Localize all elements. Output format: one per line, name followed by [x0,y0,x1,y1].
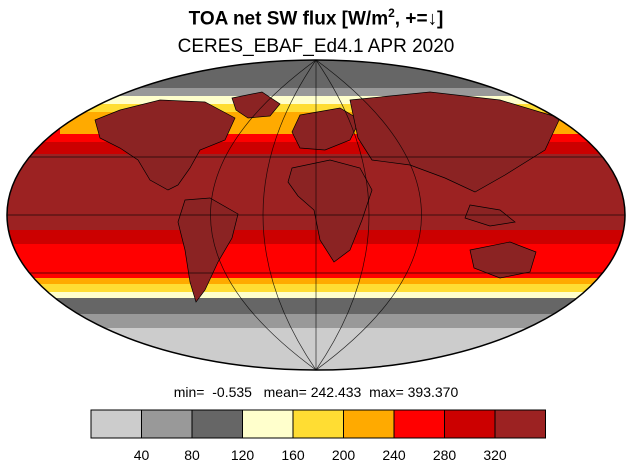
asia [349,91,561,193]
map-title: TOA net SW flux [W/m2, +=↓] [0,6,632,30]
min-value: -0.535 [212,384,252,400]
colorbar-box [292,409,344,439]
colorbar-box [141,409,193,439]
mean-value: 242.433 [310,384,362,400]
continents [94,91,561,303]
colorbar-tick-label: 120 [231,447,255,463]
colorbar-tick-label: 280 [433,447,457,463]
colorbar-labels: 40 80 120 160 200 240 280 320 [134,447,507,463]
statistics-line: min= -0.535 mean= 242.433 max= 393.370 [0,384,632,400]
colorbar-tick-label: 240 [382,447,406,463]
colorbar-boxes [90,409,546,439]
title-text-part2: , +=↓] [394,8,444,30]
colorbar-tick-label: 200 [332,447,356,463]
colorbar-box [191,409,243,439]
colorbar-tick-label: 40 [134,447,150,463]
mollweide-map [6,59,626,371]
colorbar-box [343,409,395,439]
colorbar-box [444,409,496,439]
colorbar-box [242,409,294,439]
africa [287,159,373,263]
meridian-w60 [262,60,317,370]
colorbar-tick-label: 160 [281,447,305,463]
map-subtitle: CERES_EBAF_Ed4.1 APR 2020 [177,36,455,57]
colorbar-box [393,409,445,439]
min-label: min= [173,384,205,400]
max-label: max= [369,384,404,400]
mean-label: mean= [263,384,307,400]
colorbar-tick-label: 80 [184,447,200,463]
title-superscript: 2 [388,6,395,20]
meridian-w120 [210,60,317,370]
colorbar-box [494,409,546,439]
maritime-continent [464,204,516,227]
south-america [177,197,239,303]
europe [291,107,361,151]
graticule [7,60,625,370]
north-america [94,99,236,191]
meridian-e60 [315,60,370,370]
globe-outline [6,59,626,371]
australia [469,241,537,279]
meridian-e120 [315,60,422,370]
title-text-part1: TOA net SW flux [W/m [188,8,389,30]
max-value: 393.370 [407,384,459,400]
greenland [231,91,281,119]
colorbar-box [90,409,142,439]
colorbar-tick-label: 320 [483,447,507,463]
